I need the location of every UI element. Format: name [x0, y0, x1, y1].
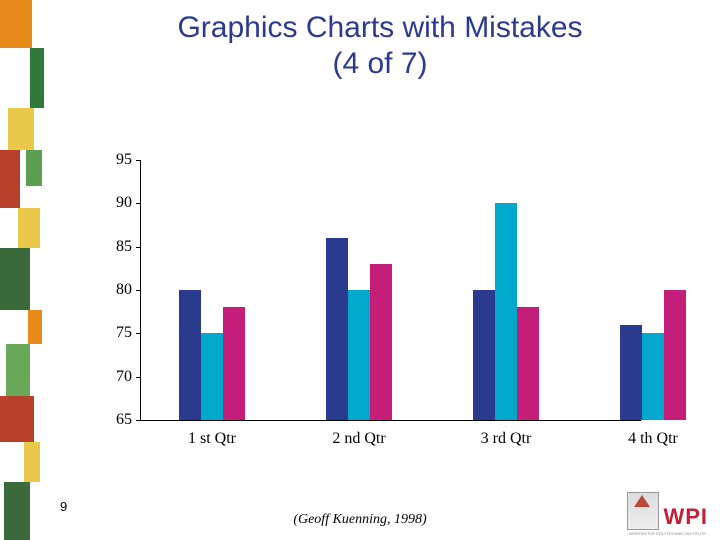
sidebar-block [8, 108, 34, 150]
bar [223, 307, 245, 420]
y-axis-tick [136, 247, 141, 248]
y-axis-label: 80 [90, 281, 132, 299]
bar [370, 264, 392, 420]
wpi-logo-subtext: WORCESTER POLYTECHNIC INSTITUTE [629, 531, 706, 536]
y-axis-tick [136, 420, 141, 421]
y-axis-tick [136, 203, 141, 204]
x-axis-label: 3 rd Qtr [481, 430, 532, 448]
x-axis-label: 1 st Qtr [188, 430, 236, 448]
y-axis-tick [136, 160, 141, 161]
y-axis-tick [136, 333, 141, 334]
decorative-sidebar [0, 0, 46, 540]
y-axis-label: 75 [90, 324, 132, 342]
bar [620, 325, 642, 420]
y-axis-tick [136, 377, 141, 378]
y-axis-label: 65 [90, 411, 132, 429]
sidebar-block [0, 396, 34, 442]
title-line-1: Graphics Charts with Mistakes [60, 10, 700, 46]
wpi-seal-icon [627, 492, 659, 530]
sidebar-block [0, 0, 32, 48]
y-axis-label: 90 [90, 194, 132, 212]
sidebar-block [6, 344, 30, 396]
sidebar-block [0, 248, 30, 310]
plot-area: 1 st Qtr2 nd Qtr3 rd Qtr4 th Qtr [140, 160, 641, 421]
x-axis-label: 4 th Qtr [628, 430, 678, 448]
y-axis-label: 95 [90, 151, 132, 169]
sidebar-block [24, 442, 40, 482]
bar [517, 307, 539, 420]
wpi-logo-text: WPI [663, 504, 708, 530]
sidebar-block [18, 208, 40, 248]
bar-chart: 1 st Qtr2 nd Qtr3 rd Qtr4 th Qtr 65 70 75 8… [90, 150, 650, 460]
sidebar-block [0, 150, 20, 208]
sidebar-block [28, 310, 42, 344]
bar [201, 333, 223, 420]
sidebar-block [4, 482, 30, 540]
bar [495, 203, 517, 420]
bar [473, 290, 495, 420]
wpi-logo: WPI [627, 492, 708, 530]
slide-title: Graphics Charts with Mistakes (4 of 7) [60, 10, 700, 82]
sidebar-block [30, 48, 44, 108]
sidebar-block [26, 150, 42, 186]
bar [348, 290, 370, 420]
bar [326, 238, 348, 420]
attribution-text: (Geoff Kuenning, 1998) [0, 512, 720, 528]
bar [664, 290, 686, 420]
y-axis-label: 85 [90, 238, 132, 256]
title-line-2: (4 of 7) [60, 46, 700, 82]
y-axis-tick [136, 290, 141, 291]
x-axis-label: 2 nd Qtr [332, 430, 385, 448]
bar [179, 290, 201, 420]
y-axis-label: 70 [90, 368, 132, 386]
bar [642, 333, 664, 420]
